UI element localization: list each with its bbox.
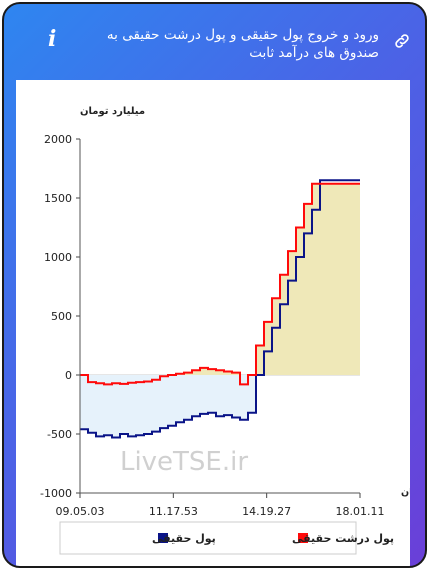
legend-item-large-real-money[interactable]: پول درشت حقیقی [292,532,394,545]
y-tick-label: 2000 [44,133,72,146]
y-tick-label: 1000 [44,251,72,264]
legend-swatch [298,533,308,543]
x-axis-label: زمان [401,487,410,498]
y-tick-label: -500 [47,428,72,441]
series-line-real-money [80,179,360,439]
legend: پول حقیقی پول درشت حقیقی [59,521,394,555]
legend-label: پول درشت حقیقی [292,532,394,545]
negative-area [80,375,360,438]
y-tick-label: 0 [65,369,72,382]
x-tick-label: 14.19.27 [242,505,291,518]
x-tick-label: 09.05.03 [56,505,105,518]
chart-panel: LiveTSE.ir 2000 1500 1000 500 0 -500 -1000 09.0… [16,80,424,566]
legend-swatch [158,533,168,543]
chart-card: i ورود و خروج پول حقیقی و پول درشت حقیقی… [2,2,427,568]
y-axis-label: میلیارد تومان [80,106,145,117]
watermark: LiveTSE.ir [120,447,248,477]
series-line-large-real-money [80,182,360,386]
chart-title: ورود و خروج پول حقیقی و پول درشت حقیقی ب… [106,27,379,61]
legend-item-real-money[interactable]: پول حقیقی [152,532,216,545]
chart-svg: LiveTSE.ir 2000 1500 1000 500 0 -500 -1000 09.0… [40,106,424,555]
x-tick-label: 18.01.11 [336,505,385,518]
legend-label: پول حقیقی [152,532,216,545]
y-tick-label: 500 [51,310,72,323]
x-tick-label: 11.17.53 [149,505,198,518]
y-tick-label: 1500 [44,192,72,205]
info-icon[interactable]: i [48,26,57,52]
y-tick-label: -1000 [40,487,72,500]
positive-area [80,183,360,375]
card-header: i ورود و خروج پول حقیقی و پول درشت حقیقی… [4,4,425,72]
link-icon[interactable] [393,32,411,50]
